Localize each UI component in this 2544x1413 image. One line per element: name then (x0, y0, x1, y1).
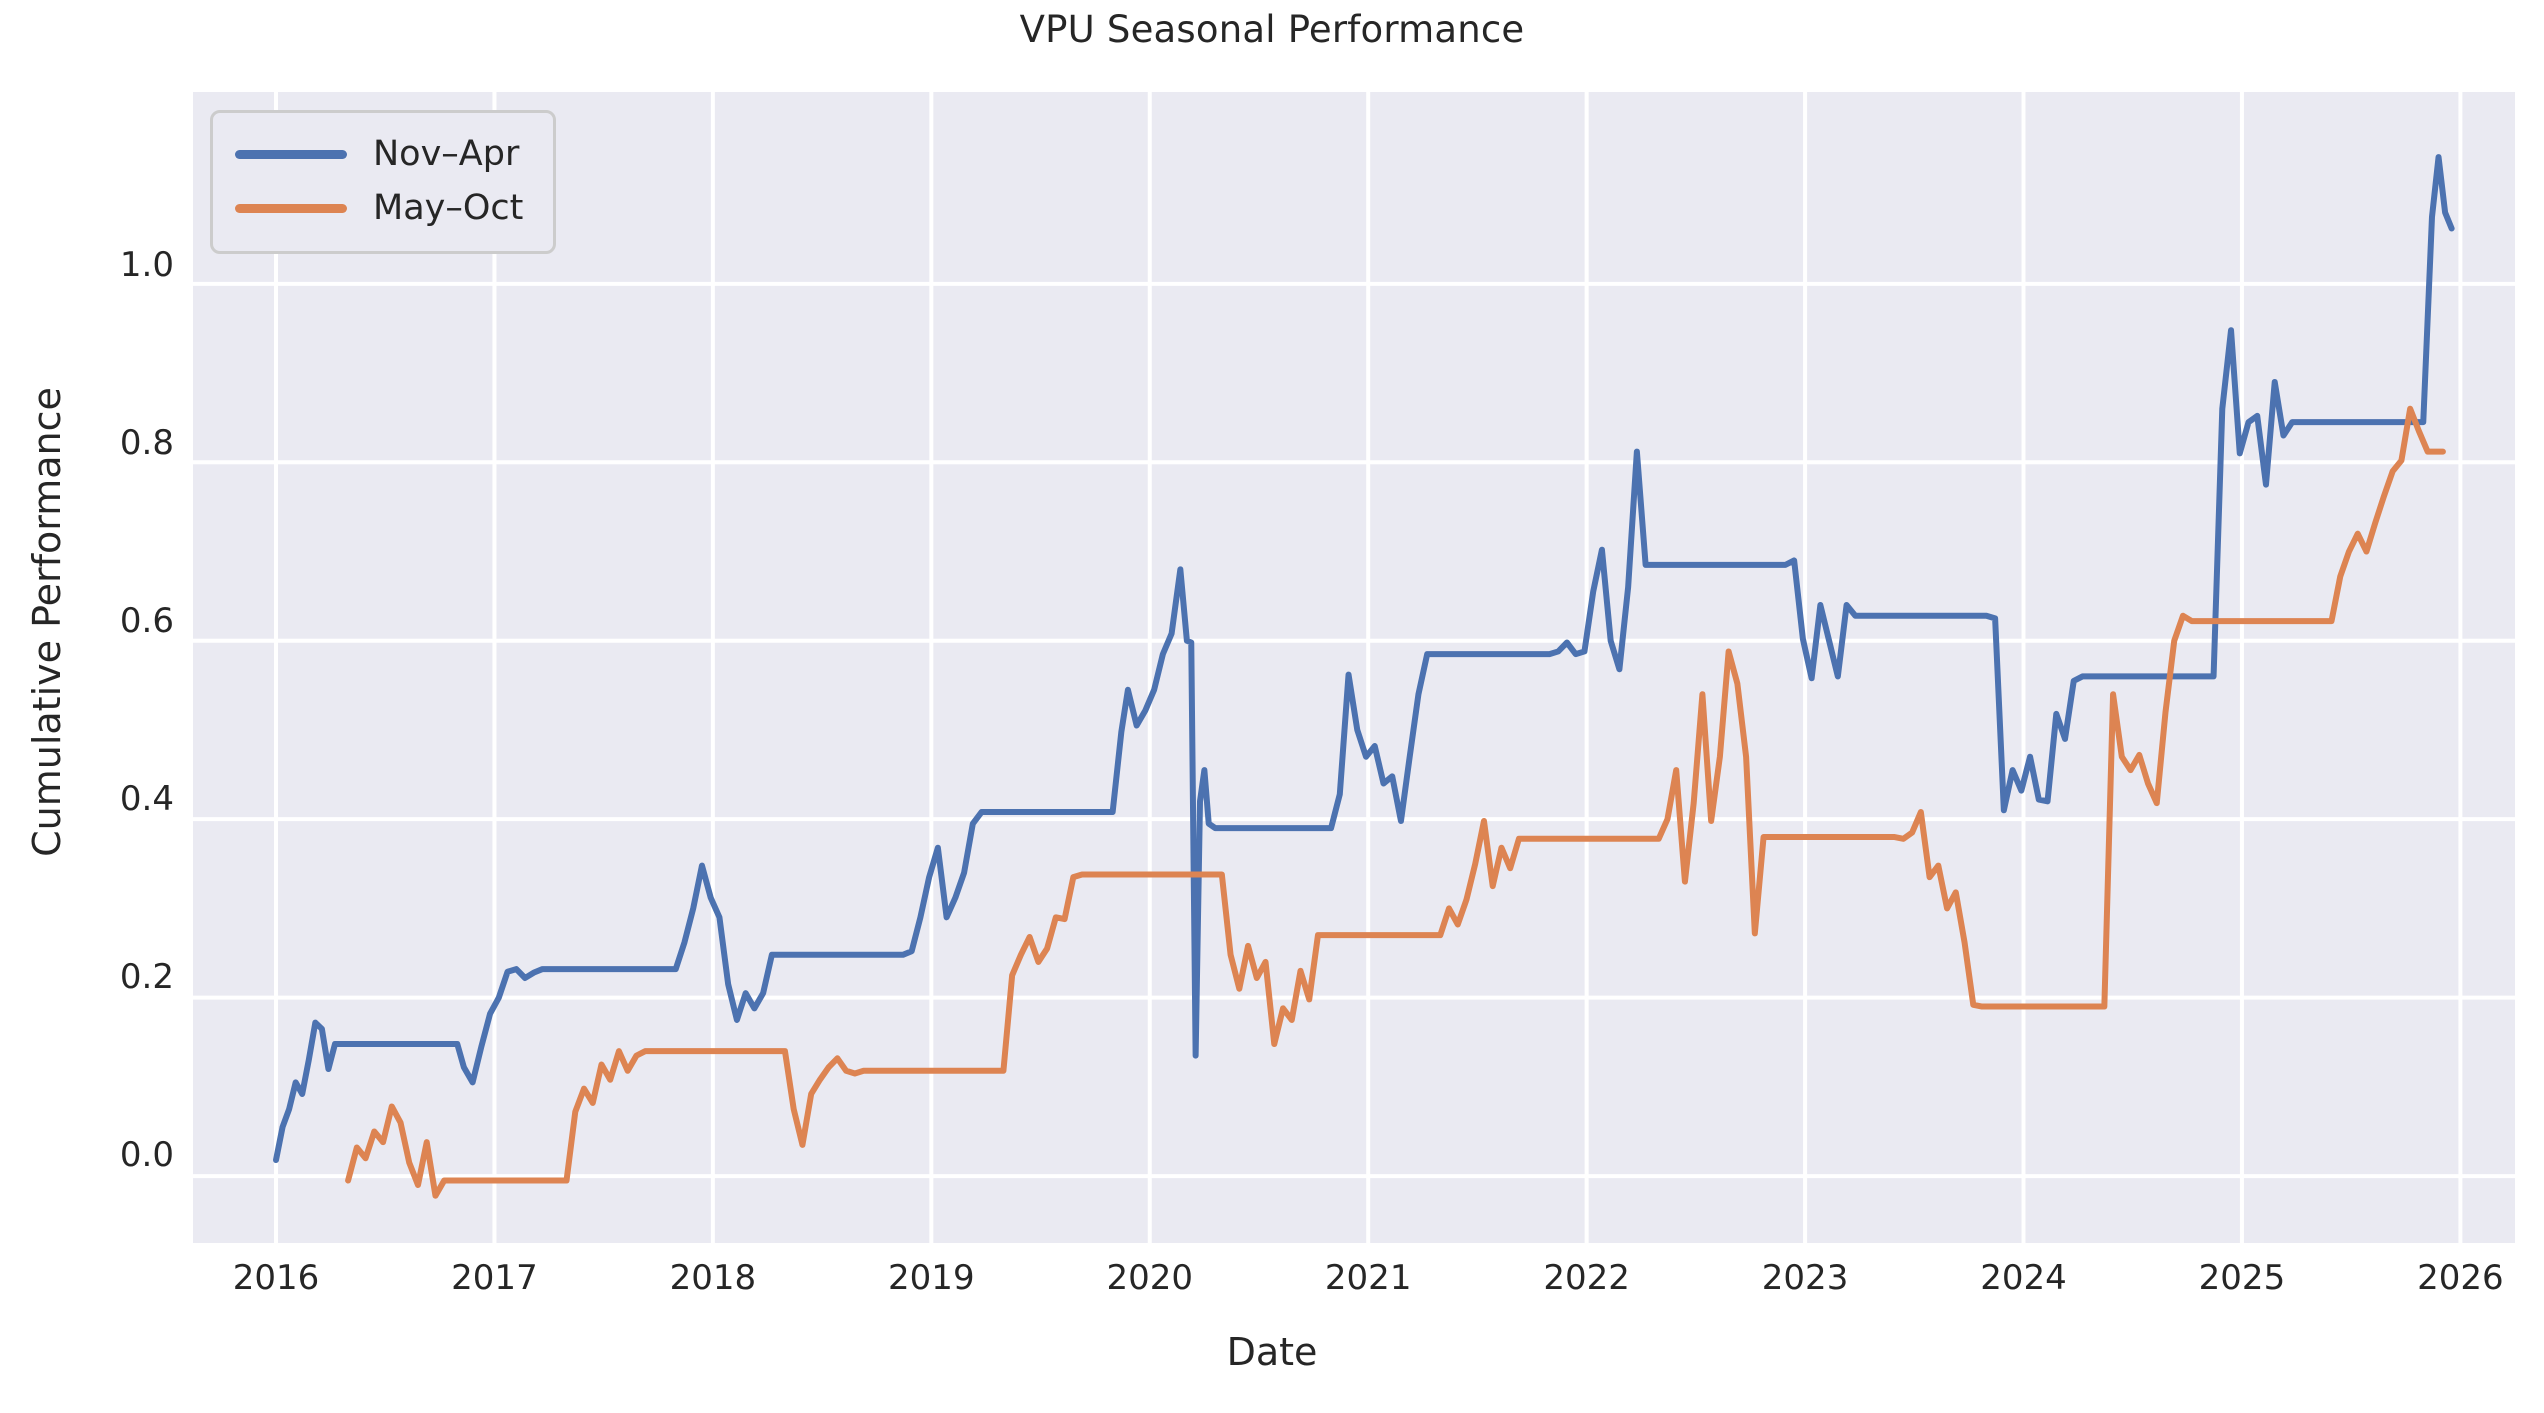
legend-swatch-nov-apr (235, 149, 347, 159)
legend: Nov–Apr May–Oct (210, 110, 557, 254)
x-axis-label: Date (1226, 1330, 1318, 1374)
x-tick-label: 2022 (1543, 1258, 1630, 1298)
y-tick-label: 0.0 (119, 1135, 174, 1175)
legend-item-0[interactable]: Nov–Apr (235, 127, 523, 181)
x-tick-label: 2016 (232, 1258, 320, 1298)
legend-label-may-oct: May–Oct (373, 188, 524, 228)
x-tick-label: 2017 (451, 1258, 538, 1298)
x-tick-label: 2019 (888, 1258, 975, 1298)
legend-swatch-may-oct (235, 203, 347, 213)
x-tick-label: 2025 (2198, 1258, 2286, 1298)
gridlines (193, 92, 2515, 1243)
legend-label-nov-apr: Nov–Apr (373, 134, 520, 174)
series-line-nov-apr (273, 154, 2455, 1164)
x-tick-label: 2020 (1106, 1258, 1194, 1298)
x-tick-label: 2021 (1324, 1258, 1412, 1298)
series-lines (273, 154, 2455, 1199)
x-tick-label: 2026 (2417, 1258, 2504, 1298)
plot-svg (193, 92, 2515, 1243)
series-line-may-oct (345, 405, 2446, 1199)
plot-area (193, 92, 2515, 1243)
page-title: VPU Seasonal Performance (1019, 8, 1525, 51)
legend-item-1[interactable]: May–Oct (235, 181, 523, 235)
y-axis-label: Cumulative Performance (25, 387, 69, 857)
x-tick-label: 2018 (669, 1258, 757, 1298)
x-tick-label: 2024 (1980, 1258, 2067, 1298)
x-tick-label: 2023 (1761, 1258, 1849, 1298)
